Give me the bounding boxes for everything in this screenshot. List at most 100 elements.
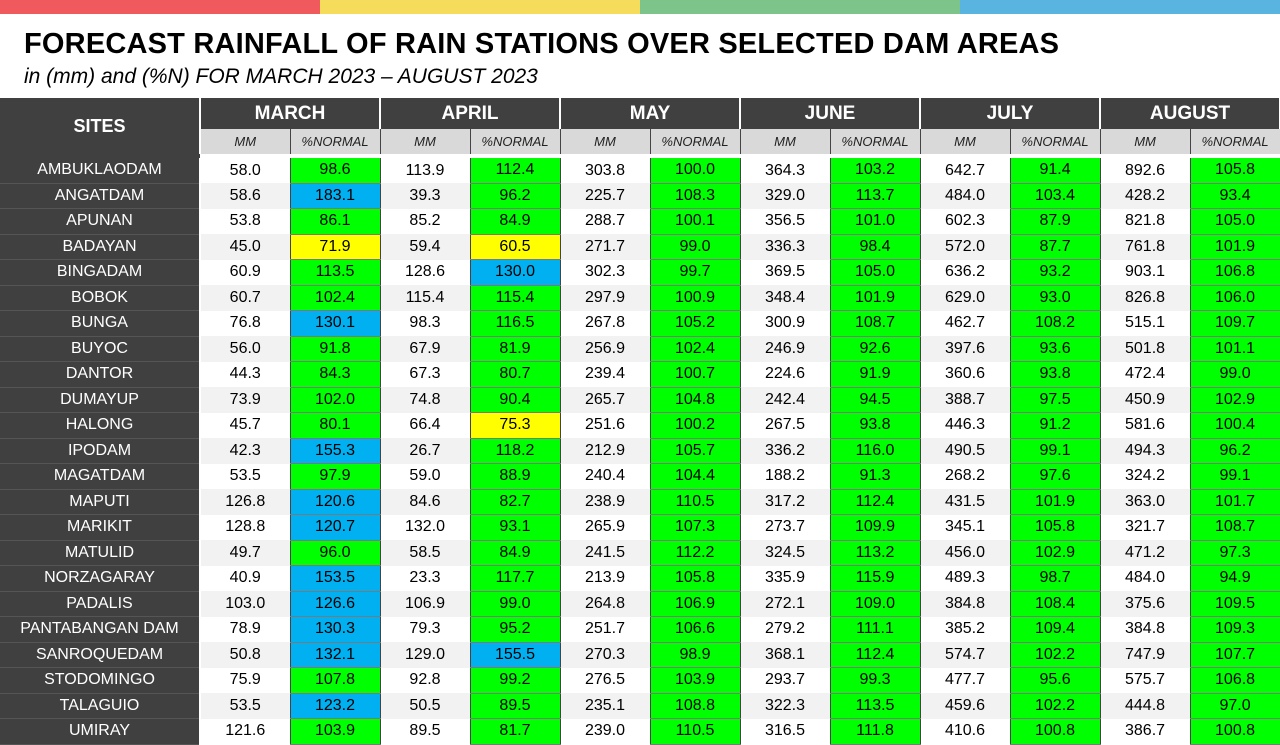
subheader-pct-july: %NORMAL xyxy=(1009,129,1101,154)
pct-normal-cell-august: 97.3 xyxy=(1189,540,1280,566)
mm-cell-august: 903.1 xyxy=(1100,259,1191,285)
site-name-cell: STODOMINGO xyxy=(0,667,201,694)
mm-cell-july: 410.6 xyxy=(920,718,1011,744)
pct-normal-cell-april: 90.4 xyxy=(469,387,561,413)
pct-normal-cell-august: 101.1 xyxy=(1189,336,1280,362)
pct-normal-cell-june: 91.3 xyxy=(829,463,921,490)
mm-cell-may: 302.3 xyxy=(560,259,650,285)
mm-cell-july: 489.3 xyxy=(920,565,1011,591)
mm-cell-july: 345.1 xyxy=(920,514,1011,540)
site-name-cell: BOBOK xyxy=(0,285,201,311)
pct-normal-cell-may: 105.2 xyxy=(649,310,741,337)
mm-cell-april: 132.0 xyxy=(380,514,470,540)
mm-cell-july: 446.3 xyxy=(920,412,1011,438)
pct-normal-cell-april: 82.7 xyxy=(469,489,561,515)
mm-cell-march: 58.6 xyxy=(200,183,290,209)
mm-cell-july: 642.7 xyxy=(920,158,1011,183)
pct-normal-cell-august: 100.8 xyxy=(1189,718,1280,745)
top-band-yellow xyxy=(320,0,640,14)
gap-cell xyxy=(1100,154,1191,158)
mm-cell-july: 484.0 xyxy=(920,183,1011,209)
pct-normal-cell-march: 86.1 xyxy=(289,208,381,235)
mm-cell-april: 59.4 xyxy=(380,234,470,260)
pct-normal-cell-march: 183.1 xyxy=(289,183,381,209)
mm-cell-may: 251.6 xyxy=(560,412,650,438)
top-band-blue xyxy=(960,0,1280,14)
pct-normal-cell-may: 99.7 xyxy=(649,259,741,286)
subheader-pct-may: %NORMAL xyxy=(649,129,741,154)
mm-cell-august: 375.6 xyxy=(1100,591,1191,617)
pct-normal-cell-may: 106.9 xyxy=(649,591,741,617)
pct-normal-cell-march: 96.0 xyxy=(289,540,381,566)
table-row: PADALIS 103.0 126.6 106.9 99.0 264.8 106.9 272.… xyxy=(0,591,1280,617)
mm-cell-march: 53.5 xyxy=(200,693,290,719)
mm-cell-july: 572.0 xyxy=(920,234,1011,260)
pct-normal-cell-may: 108.3 xyxy=(649,183,741,209)
mm-cell-april: 67.9 xyxy=(380,336,470,362)
pct-normal-cell-may: 98.9 xyxy=(649,642,741,668)
pct-normal-cell-april: 93.1 xyxy=(469,514,561,541)
mm-cell-april: 59.0 xyxy=(380,463,470,489)
mm-cell-june: 324.5 xyxy=(740,540,831,566)
month-header-april: APRIL xyxy=(380,98,561,130)
mm-cell-june: 336.3 xyxy=(740,234,831,260)
pct-normal-cell-july: 102.2 xyxy=(1009,693,1101,719)
pct-normal-cell-june: 112.4 xyxy=(829,642,921,668)
subheader-pct-august: %NORMAL xyxy=(1189,129,1280,154)
top-band-red xyxy=(0,0,320,14)
pct-normal-cell-june: 111.8 xyxy=(829,718,921,745)
pct-normal-cell-august: 106.8 xyxy=(1189,667,1280,694)
pct-normal-cell-may: 105.8 xyxy=(649,565,741,592)
pct-normal-cell-may: 102.4 xyxy=(649,336,741,362)
pct-normal-cell-april: 84.9 xyxy=(469,540,561,566)
pct-normal-cell-april: 117.7 xyxy=(469,565,561,592)
pct-normal-cell-may: 105.7 xyxy=(649,438,741,464)
mm-cell-august: 324.2 xyxy=(1100,463,1191,489)
mm-cell-march: 76.8 xyxy=(200,310,290,336)
pct-normal-cell-august: 109.5 xyxy=(1189,591,1280,617)
pct-normal-cell-may: 100.7 xyxy=(649,361,741,388)
mm-cell-august: 761.8 xyxy=(1100,234,1191,260)
mm-cell-may: 212.9 xyxy=(560,438,650,464)
site-name-cell: PANTABANGAN DAM xyxy=(0,616,201,643)
gap-cell xyxy=(380,154,470,158)
mm-cell-march: 73.9 xyxy=(200,387,290,413)
table-row: DUMAYUP 73.9 102.0 74.8 90.4 265.7 104.8 242.4 9… xyxy=(0,387,1280,413)
gap-cell xyxy=(200,154,290,158)
mm-cell-march: 58.0 xyxy=(200,158,290,183)
mm-cell-june: 336.2 xyxy=(740,438,831,464)
subheader-pct-march: %NORMAL xyxy=(289,129,381,154)
pct-normal-cell-march: 107.8 xyxy=(289,667,381,694)
gap-cell xyxy=(1190,154,1280,158)
mm-cell-june: 267.5 xyxy=(740,412,831,438)
site-name-cell: TALAGUIO xyxy=(0,693,201,719)
table-row: PANTABANGAN DAM 78.9 130.3 79.3 95.2 251.7 106… xyxy=(0,616,1280,643)
mm-cell-april: 74.8 xyxy=(380,387,470,413)
mm-cell-july: 574.7 xyxy=(920,642,1011,668)
mm-cell-august: 826.8 xyxy=(1100,285,1191,311)
mm-cell-august: 581.6 xyxy=(1100,412,1191,438)
mm-cell-april: 23.3 xyxy=(380,565,470,591)
mm-cell-april: 106.9 xyxy=(380,591,470,617)
pct-normal-cell-april: 116.5 xyxy=(469,310,561,337)
mm-cell-march: 50.8 xyxy=(200,642,290,668)
page-title: FORECAST RAINFALL OF RAIN STATIONS OVER … xyxy=(24,28,1060,60)
site-name-cell: UMIRAY xyxy=(0,718,201,745)
pct-normal-cell-june: 112.4 xyxy=(829,489,921,515)
mm-cell-june: 273.7 xyxy=(740,514,831,540)
mm-cell-july: 636.2 xyxy=(920,259,1011,285)
pct-normal-cell-july: 101.9 xyxy=(1009,489,1101,515)
table-row: MARIKIT 128.8 120.7 132.0 93.1 265.9 107.3 273.… xyxy=(0,514,1280,541)
mm-cell-august: 471.2 xyxy=(1100,540,1191,566)
mm-cell-march: 75.9 xyxy=(200,667,290,693)
pct-normal-cell-july: 95.6 xyxy=(1009,667,1101,694)
mm-cell-march: 49.7 xyxy=(200,540,290,566)
pct-normal-cell-july: 100.8 xyxy=(1009,718,1101,745)
mm-cell-may: 288.7 xyxy=(560,208,650,234)
gap-cell xyxy=(1010,154,1101,158)
gap-cell xyxy=(290,154,380,158)
pct-normal-cell-august: 101.9 xyxy=(1189,234,1280,260)
table-row: BOBOK 60.7 102.4 115.4 115.4 297.9 100.9 348.4 1… xyxy=(0,285,1280,311)
mm-cell-june: 242.4 xyxy=(740,387,831,413)
pct-normal-cell-march: 123.2 xyxy=(289,693,381,719)
